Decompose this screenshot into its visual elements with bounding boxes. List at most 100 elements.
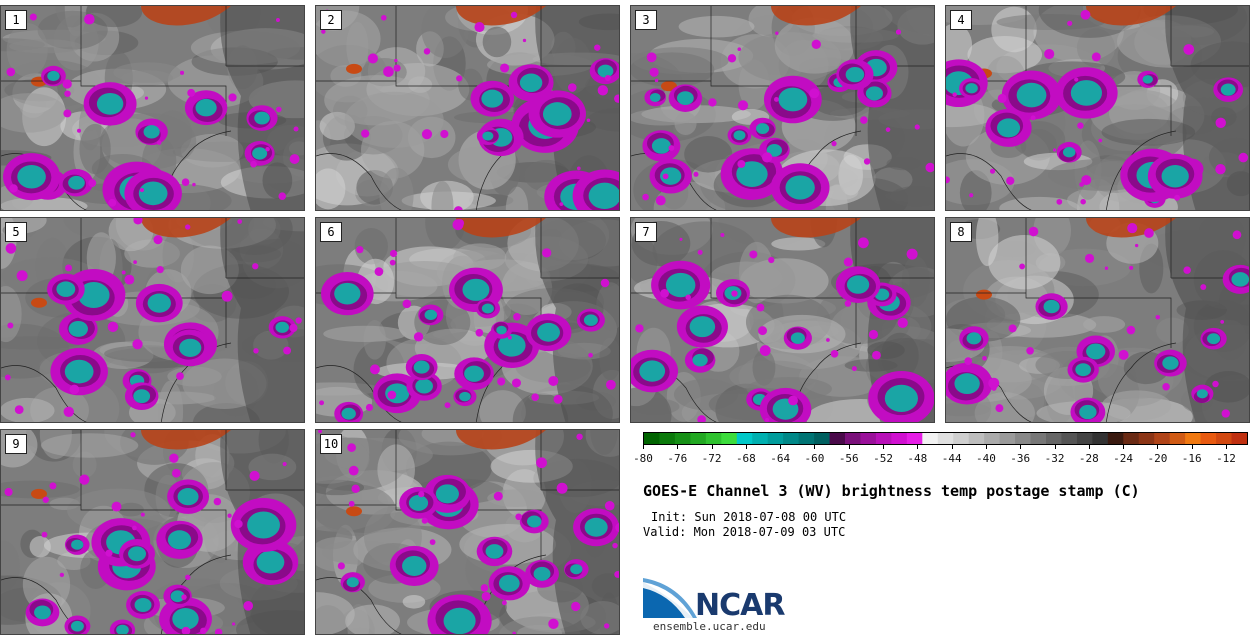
- figure-title: GOES-E Channel 3 (WV) brightness temp po…: [643, 482, 1140, 500]
- map-1: [1, 6, 304, 210]
- panel-label: 1: [5, 10, 27, 30]
- panel-label: 6: [320, 222, 342, 242]
- panel-4: 4: [945, 5, 1250, 211]
- colorbar-tick-label: -24: [1113, 452, 1134, 465]
- colorbar-swatch: [674, 433, 691, 444]
- colorbar-swatch: [1138, 433, 1155, 444]
- panel-3: 3: [630, 5, 935, 211]
- colorbar-tick-label: -64: [770, 452, 791, 465]
- colorbar-swatch: [1015, 433, 1032, 444]
- colorbar-swatch: [1107, 433, 1124, 444]
- colorbar-swatch: [922, 433, 939, 444]
- colorbar-swatch: [752, 433, 769, 444]
- colorbar-tick-label: -60: [804, 452, 825, 465]
- colorbar-swatch: [1030, 433, 1047, 444]
- colorbar-tick-label: -52: [873, 452, 893, 465]
- colorbar-swatch: [875, 433, 892, 444]
- colorbar-tick-mark: [643, 445, 644, 449]
- panel-7: 7: [630, 217, 935, 423]
- colorbar-swatch: [644, 433, 661, 444]
- colorbar-swatch: [1092, 433, 1109, 444]
- colorbar-swatch: [767, 433, 784, 444]
- ncar-logo-text: NCAR: [695, 588, 785, 623]
- colorbar-swatch: [860, 433, 877, 444]
- site-url: ensemble.ucar.edu: [653, 620, 766, 633]
- colorbar-tick-mark: [883, 445, 885, 449]
- colorbar-tick-label: -44: [941, 452, 962, 465]
- colorbar-tick-label: -32: [1044, 452, 1065, 465]
- colorbar-swatch: [736, 433, 753, 444]
- colorbar-swatch: [906, 433, 923, 444]
- panel-label: 2: [320, 10, 342, 30]
- colorbar-swatch: [984, 433, 1001, 444]
- ncar-logo-icon: [643, 578, 697, 618]
- colorbar-tick-mark: [1020, 445, 1022, 449]
- colorbar-swatch: [721, 433, 738, 444]
- colorbar-tick-label: -72: [701, 452, 722, 465]
- colorbar-tick-mark: [1226, 445, 1227, 449]
- panel-1: 1: [0, 5, 305, 211]
- panel-label: 10: [320, 434, 342, 454]
- map-4: [946, 6, 1249, 210]
- colorbar-tick-mark: [1157, 445, 1159, 449]
- map-2: [316, 6, 619, 210]
- colorbar-tick-mark: [1191, 445, 1193, 449]
- panel-9: 9: [0, 429, 305, 635]
- map-8: [946, 218, 1249, 422]
- colorbar-tick-mark: [1088, 445, 1090, 449]
- colorbar-swatch: [705, 433, 722, 444]
- colorbar-swatch: [1185, 433, 1202, 444]
- colorbar-swatch: [1154, 433, 1171, 444]
- colorbar-swatch: [783, 433, 800, 444]
- panel-label: 5: [5, 222, 27, 242]
- colorbar-tick-mark: [814, 445, 816, 449]
- colorbar-swatch: [690, 433, 707, 444]
- colorbar-tick-mark: [848, 445, 850, 449]
- panel-6: 6: [315, 217, 620, 423]
- colorbar-tick-label: -68: [735, 452, 756, 465]
- colorbar-swatch: [1046, 433, 1063, 444]
- colorbar-tick-mark: [951, 445, 953, 449]
- colorbar-tick-mark: [1123, 445, 1125, 449]
- colorbar-tick-mark: [677, 445, 679, 449]
- colorbar-tick-mark: [1054, 445, 1056, 449]
- map-10: [316, 430, 619, 634]
- panel-label: 4: [950, 10, 972, 30]
- colorbar-tick-mark: [917, 445, 919, 449]
- colorbar: [643, 432, 1248, 445]
- map-7: [631, 218, 934, 422]
- colorbar-swatch: [968, 433, 985, 444]
- colorbar-swatch: [829, 433, 846, 444]
- colorbar-tick-label: -16: [1181, 452, 1202, 465]
- map-9: [1, 430, 304, 634]
- colorbar-tick-label: -76: [667, 452, 688, 465]
- colorbar-swatch: [891, 433, 908, 444]
- colorbar-swatch: [845, 433, 862, 444]
- map-5: [1, 218, 304, 422]
- map-6: [316, 218, 619, 422]
- panel-label: 9: [5, 434, 27, 454]
- colorbar-tick-label: -56: [838, 452, 859, 465]
- colorbar-tick-label: -40: [976, 452, 996, 465]
- colorbar-tick-mark: [780, 445, 782, 449]
- colorbar-tick-mark: [985, 445, 987, 449]
- colorbar-swatch: [1216, 433, 1233, 444]
- colorbar-swatch: [1231, 433, 1247, 444]
- colorbar-swatch: [1169, 433, 1186, 444]
- panel-10: 10: [315, 429, 620, 635]
- colorbar-swatch: [1076, 433, 1093, 444]
- colorbar-swatch: [1200, 433, 1217, 444]
- panel-label: 7: [635, 222, 657, 242]
- colorbar-swatch: [999, 433, 1016, 444]
- init-time: Init: Sun 2018-07-08 00 UTC: [651, 510, 847, 524]
- map-3: [631, 6, 934, 210]
- colorbar-swatch: [937, 433, 954, 444]
- valid-time: Valid: Mon 2018-07-09 03 UTC: [643, 525, 846, 539]
- colorbar-tick-label: -36: [1010, 452, 1031, 465]
- panel-8: 8: [945, 217, 1250, 423]
- panel-label: 3: [635, 10, 657, 30]
- colorbar-swatch: [1061, 433, 1078, 444]
- panel-5: 5: [0, 217, 305, 423]
- colorbar-tick-label: -48: [907, 452, 928, 465]
- panel-label: 8: [950, 222, 972, 242]
